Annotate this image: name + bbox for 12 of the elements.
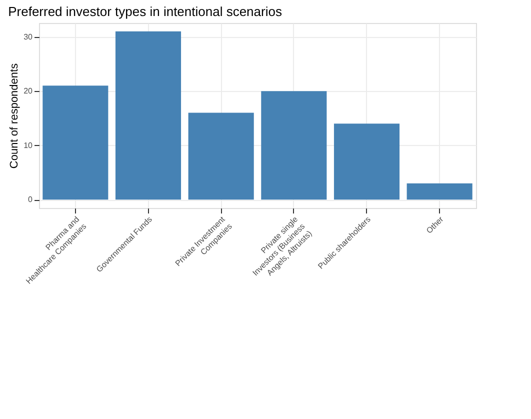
y-tick-label: 20 [24, 86, 34, 96]
chart-title: Preferred investor types in intentional scenarios [8, 4, 282, 19]
bar [115, 31, 182, 200]
bar [188, 112, 254, 200]
bar [406, 183, 472, 200]
bar [261, 91, 327, 200]
y-tick-label: 30 [24, 32, 34, 42]
y-axis-title: Count of respondents [8, 62, 21, 169]
bar [42, 86, 108, 200]
y-tick-label: 0 [28, 195, 34, 204]
bar [334, 124, 400, 200]
y-tick-label: 10 [24, 140, 34, 150]
